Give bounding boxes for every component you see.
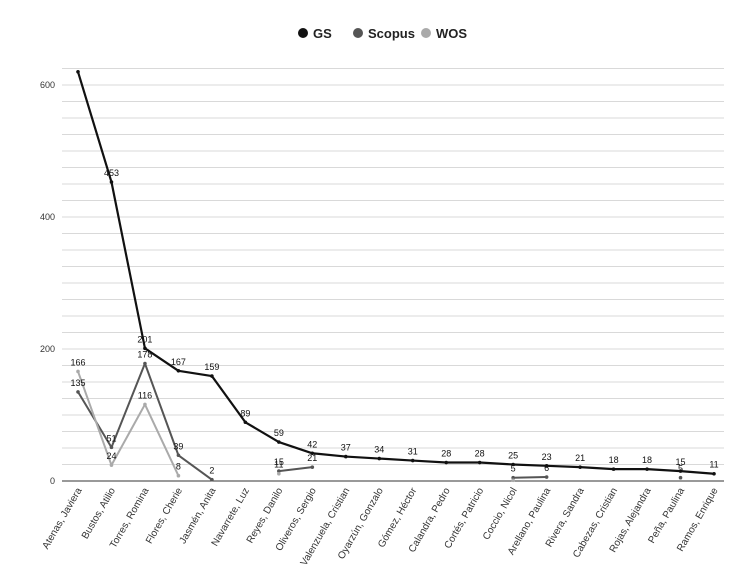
y-tick-label: 0 <box>50 476 55 486</box>
data-label-gs: 59 <box>274 428 284 438</box>
data-label-wos: 8 <box>176 462 181 472</box>
data-label-gs: 11 <box>709 460 718 470</box>
y-tick-label: 600 <box>40 80 55 90</box>
legend-swatch <box>353 28 363 38</box>
series-wos <box>76 369 515 483</box>
legend-label: GS <box>313 26 332 41</box>
data-label-gs: 25 <box>508 451 518 461</box>
data-point <box>277 471 281 476</box>
data-label-gs: 453 <box>104 168 119 178</box>
data-label-gs: 18 <box>642 455 652 465</box>
data-label-gs: 34 <box>374 445 384 455</box>
data-label-gs: 28 <box>475 449 485 459</box>
y-tick-label: 400 <box>40 212 55 222</box>
data-label-wos: 11 <box>274 460 283 470</box>
data-label-wos: 116 <box>138 390 152 400</box>
data-label-gs: 28 <box>441 449 451 459</box>
legend-swatch <box>298 28 308 38</box>
data-label-gs: 21 <box>575 453 585 463</box>
series-line <box>76 71 715 475</box>
legend-label: Scopus <box>368 26 415 41</box>
legend-item-wos: WOS <box>421 26 467 41</box>
data-label-gs: 201 <box>137 334 152 344</box>
data-label-gs: 42 <box>307 439 317 449</box>
data-label-gs: 15 <box>676 457 686 467</box>
data-label-gs: 31 <box>408 447 418 457</box>
data-label-scopus: 5 <box>511 464 516 474</box>
data-label-scopus: 5 <box>678 464 683 474</box>
data-label-gs: 159 <box>204 362 219 372</box>
data-label-gs: 18 <box>609 455 619 465</box>
data-label-scopus: 178 <box>137 350 152 360</box>
legend-item-scopus: Scopus <box>353 26 415 41</box>
data-label-scopus: 6 <box>544 463 549 473</box>
series-line <box>513 476 547 479</box>
data-label-scopus: 21 <box>307 453 317 463</box>
series-line <box>77 362 213 481</box>
series-scopus <box>76 361 683 482</box>
data-label-wos: 24 <box>106 451 116 461</box>
data-label-scopus: 39 <box>173 441 183 451</box>
data-label-scopus: 2 <box>209 466 214 476</box>
y-tick-label: 200 <box>40 344 55 354</box>
data-point <box>511 478 515 483</box>
series-layer <box>76 70 716 483</box>
data-label-gs: 167 <box>171 357 186 367</box>
x-tick-label: Coccio, Nicol <box>481 486 520 542</box>
legend-item-gs: GS <box>298 26 332 41</box>
data-label-wos: 166 <box>70 357 85 367</box>
data-label-gs: 37 <box>341 443 351 453</box>
data-label-scopus: 15 <box>274 457 284 467</box>
x-tick-label: Atenas, Javiera <box>41 486 85 552</box>
gridlines <box>62 68 724 465</box>
series-gs <box>76 70 716 476</box>
legend-swatch <box>421 28 431 38</box>
series-line <box>278 466 313 473</box>
data-point <box>678 475 683 480</box>
series-line <box>77 371 180 477</box>
data-label-scopus: 51 <box>106 433 116 443</box>
data-label-scopus: 135 <box>70 378 85 388</box>
x-tick-label: Bustos, Atilio <box>80 486 118 541</box>
data-label-gs: 23 <box>542 452 552 462</box>
legend: GS Scopus WOS <box>298 26 467 41</box>
legend-label: WOS <box>436 26 467 41</box>
data-label-gs: 89 <box>240 408 250 418</box>
y-axis: 0 200 400 600 <box>40 80 55 486</box>
